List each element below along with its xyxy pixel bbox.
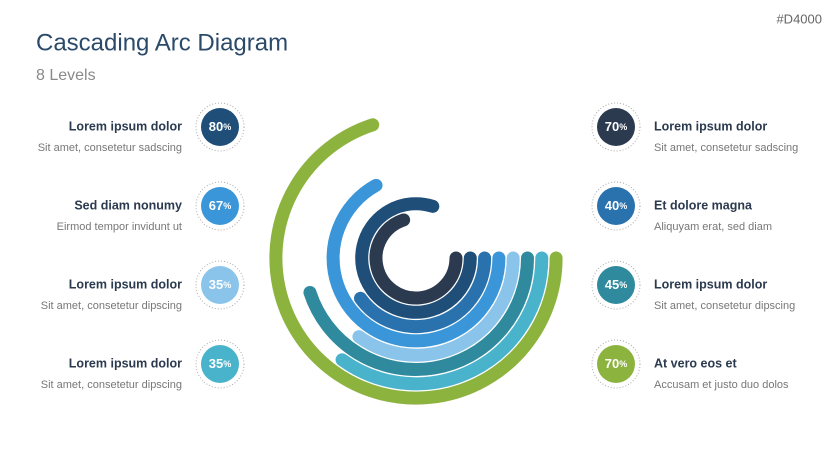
percent-unit: % bbox=[223, 359, 231, 369]
level-arc bbox=[354, 251, 492, 334]
level-arc bbox=[303, 251, 534, 376]
level-arc bbox=[335, 251, 549, 391]
item-text: Sit amet, consetetur sadscing bbox=[38, 142, 182, 154]
subtitle: 8 Levels bbox=[36, 67, 96, 84]
item-text: Sit amet, consetetur dipscing bbox=[41, 300, 182, 312]
item-text: Sit amet, consetetur sadscing bbox=[654, 142, 798, 154]
badge bbox=[201, 108, 239, 146]
badge bbox=[597, 266, 635, 304]
level-arc bbox=[269, 118, 563, 405]
percent-number: 40 bbox=[605, 198, 619, 213]
badge-value: 35% bbox=[209, 356, 231, 371]
item-title: Sed diam nonumy bbox=[74, 198, 182, 212]
percent-unit: % bbox=[223, 122, 231, 132]
level-arc bbox=[369, 213, 463, 305]
percent-number: 70 bbox=[605, 356, 619, 371]
badge bbox=[597, 187, 635, 225]
badge-ring bbox=[195, 260, 245, 310]
item-title: At vero eos et bbox=[654, 356, 738, 370]
badge bbox=[201, 345, 239, 383]
item-text: Aliquyam erat, sed diam bbox=[654, 221, 772, 233]
badge-value: 70% bbox=[605, 356, 627, 371]
percent-number: 45 bbox=[605, 277, 619, 292]
item-title: Et dolore magna bbox=[654, 198, 753, 212]
percent-number: 70 bbox=[605, 119, 619, 134]
item-title: Lorem ipsum dolor bbox=[654, 277, 767, 291]
badge-ring bbox=[591, 102, 641, 152]
badge-ring bbox=[195, 102, 245, 152]
item-text: Sit amet, consetetur dipscing bbox=[654, 300, 795, 312]
badge bbox=[201, 187, 239, 225]
item-title: Lorem ipsum dolor bbox=[69, 119, 182, 133]
badge-value: 35% bbox=[209, 277, 231, 292]
badge-ring bbox=[591, 181, 641, 231]
badge-value: 70% bbox=[605, 119, 627, 134]
percent-unit: % bbox=[619, 122, 627, 132]
item-text: Accusam et justo duo dolos bbox=[654, 379, 789, 391]
badge bbox=[201, 266, 239, 304]
badge-ring bbox=[195, 181, 245, 231]
item-title: Lorem ipsum dolor bbox=[69, 356, 182, 370]
item-title: Lorem ipsum dolor bbox=[69, 277, 182, 291]
item-title: Lorem ipsum dolor bbox=[654, 119, 767, 133]
level-arc bbox=[355, 197, 477, 319]
percent-number: 80 bbox=[209, 119, 223, 134]
badge bbox=[597, 345, 635, 383]
percent-unit: % bbox=[223, 201, 231, 211]
level-arc bbox=[326, 178, 506, 348]
badge-value: 67% bbox=[209, 198, 231, 213]
percent-number: 67 bbox=[209, 198, 223, 213]
badge-ring bbox=[195, 339, 245, 389]
badge-value: 80% bbox=[209, 119, 231, 134]
badge-ring bbox=[591, 339, 641, 389]
badge-value: 40% bbox=[605, 198, 627, 213]
badge bbox=[597, 108, 635, 146]
percent-unit: % bbox=[619, 201, 627, 211]
title: Cascading Arc Diagram bbox=[36, 29, 288, 56]
badge-ring bbox=[591, 260, 641, 310]
item-text: Eirmod tempor invidunt ut bbox=[57, 221, 182, 233]
slide-code: #D4000 bbox=[776, 11, 822, 26]
percent-number: 35 bbox=[209, 356, 223, 371]
percent-unit: % bbox=[619, 280, 627, 290]
percent-unit: % bbox=[619, 359, 627, 369]
percent-number: 35 bbox=[209, 277, 223, 292]
badge-value: 45% bbox=[605, 277, 627, 292]
percent-unit: % bbox=[223, 280, 231, 290]
item-text: Sit amet, consetetur dipscing bbox=[41, 379, 182, 391]
level-arc bbox=[352, 251, 520, 362]
